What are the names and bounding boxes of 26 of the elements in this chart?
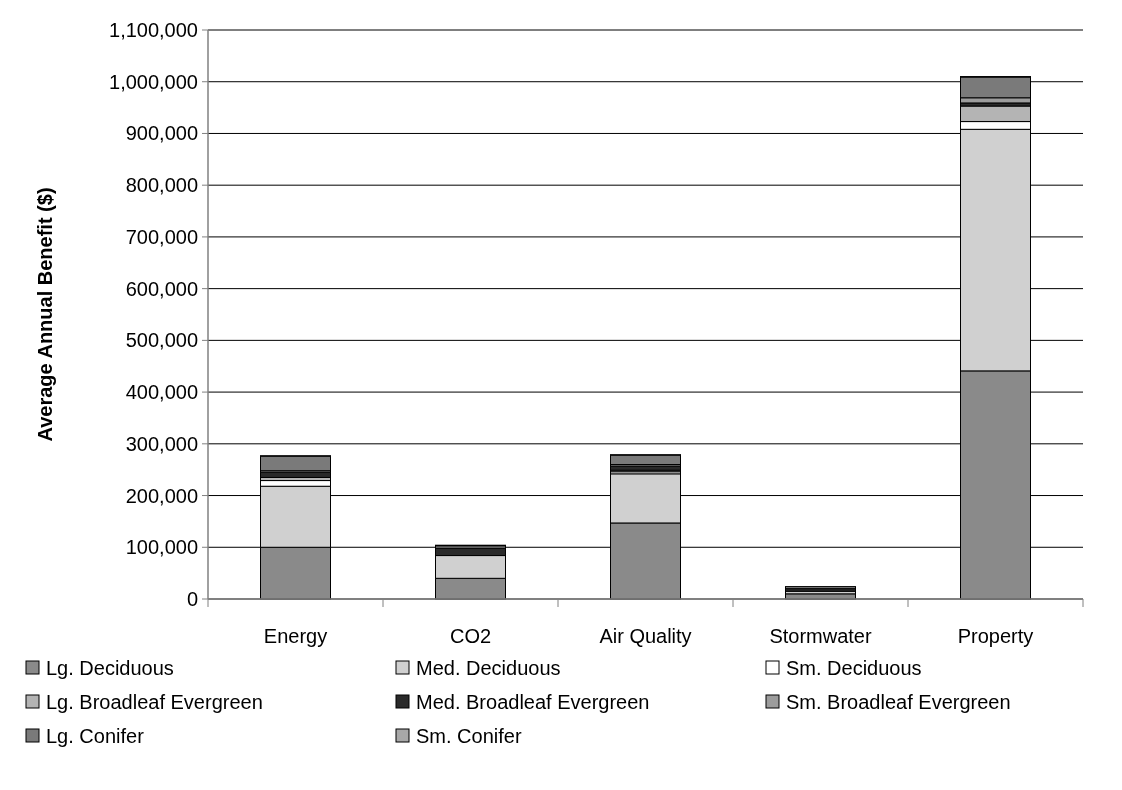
legend-label: Lg. Deciduous	[46, 657, 174, 679]
x-tick-label: Stormwater	[769, 625, 872, 647]
y-tick-label: 1,100,000	[109, 19, 198, 41]
y-tick-label: 600,000	[125, 277, 198, 300]
legend-label: Med. Deciduous	[416, 657, 561, 679]
legend-label: Lg. Broadleaf Evergreen	[46, 691, 263, 713]
y-tick-label: 400,000	[125, 381, 198, 404]
y-axis-title: Average Annual Benefit ($)	[34, 187, 56, 442]
legend-label: Sm. Deciduous	[786, 657, 922, 679]
y-tick-label: 500,000	[125, 329, 198, 352]
x-tick-label: CO2	[449, 625, 492, 647]
y-tick-label: 700,000	[125, 225, 198, 248]
x-tick-label: Air Quality	[599, 625, 692, 647]
x-tick-label: Energy	[263, 625, 328, 647]
legend-label: Sm. Broadleaf Evergreen	[786, 691, 1011, 713]
y-tick-label: 200,000	[125, 484, 198, 507]
y-tick-label: 0	[186, 588, 198, 610]
y-tick-label: 1,000,000	[109, 70, 198, 93]
legend-label: Lg. Conifer	[46, 725, 145, 747]
x-tick-label: Property	[957, 625, 1034, 647]
y-tick-label: 900,000	[125, 122, 198, 145]
legend-label: Med. Broadleaf Evergreen	[416, 691, 650, 713]
y-tick-label: 800,000	[125, 174, 198, 197]
y-tick-label: 100,000	[125, 536, 198, 559]
y-tick-label: 300,000	[125, 432, 198, 455]
legend-label: Sm. Conifer	[416, 725, 522, 747]
